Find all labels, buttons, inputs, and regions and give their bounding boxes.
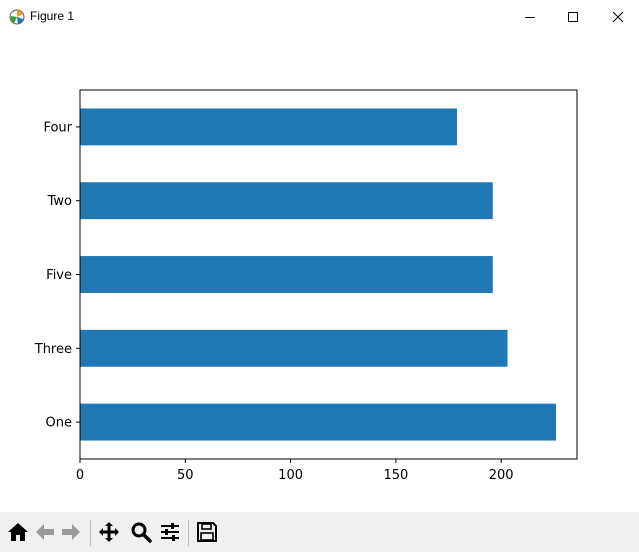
move-icon (99, 522, 119, 542)
home-icon (8, 523, 28, 541)
toolbar-separator (188, 520, 189, 546)
bar-one (80, 403, 556, 441)
y-tick-label: Four (43, 120, 72, 135)
arrow-right-icon (62, 524, 80, 540)
y-tick-label: One (46, 416, 72, 431)
bar-chart: One Three Five Two Four 0 50 100 150 200 (34, 89, 578, 483)
x-tick-label: 50 (177, 468, 194, 483)
y-tick-label: Two (47, 194, 72, 209)
figure-canvas[interactable]: One Three Five Two Four 0 50 100 150 200 (0, 34, 639, 512)
x-tick-label: 200 (489, 468, 514, 483)
minimize-button[interactable] (507, 0, 553, 34)
axes-frame (79, 89, 578, 460)
close-icon (612, 11, 624, 23)
configure-subplots-button[interactable] (158, 520, 182, 544)
matplotlib-icon (9, 9, 25, 25)
toolbar-separator (90, 520, 91, 546)
home-button[interactable] (6, 520, 30, 544)
magnifier-icon (131, 522, 152, 543)
y-tick-label: Three (34, 342, 72, 357)
bar-two (80, 182, 493, 220)
y-tick-label: Five (46, 268, 72, 283)
bar-four (80, 108, 457, 146)
maximize-icon (568, 12, 578, 22)
zoom-button[interactable] (129, 520, 153, 544)
maximize-button[interactable] (550, 0, 596, 34)
forward-button[interactable] (59, 520, 83, 544)
floppy-disk-icon (197, 522, 217, 542)
close-button[interactable] (595, 0, 639, 34)
x-tick-label: 150 (383, 468, 408, 483)
x-tick-label: 0 (76, 468, 84, 483)
save-button[interactable] (195, 520, 219, 544)
sliders-icon (161, 523, 179, 541)
minimize-icon (525, 17, 535, 18)
bar-three (80, 329, 508, 367)
title-bar: Figure 1 (0, 0, 639, 34)
pan-button[interactable] (97, 520, 121, 544)
window-title: Figure 1 (30, 9, 75, 23)
navigation-toolbar (0, 512, 639, 552)
bar-five (80, 256, 493, 293)
x-tick-label: 100 (278, 468, 303, 483)
arrow-left-icon (36, 524, 54, 540)
back-button[interactable] (33, 520, 57, 544)
